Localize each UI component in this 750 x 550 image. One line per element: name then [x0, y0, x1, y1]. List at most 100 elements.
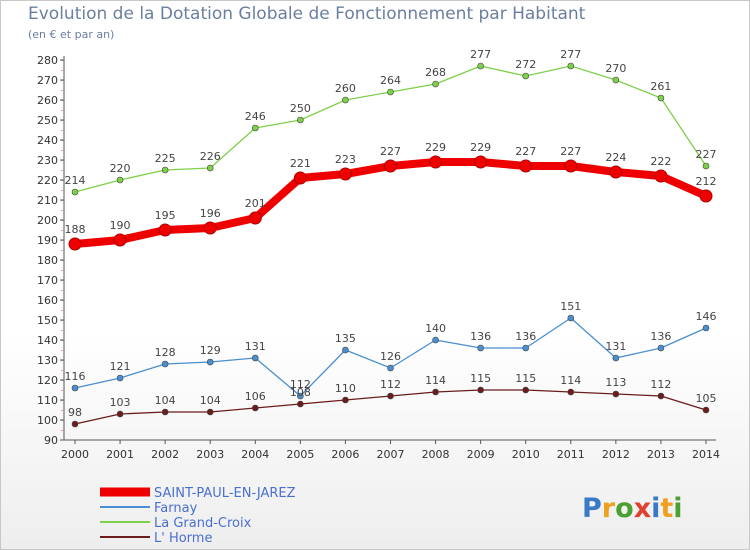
- data-label: 131: [605, 340, 626, 353]
- data-point: [519, 159, 533, 173]
- x-tick-label: 2011: [557, 448, 585, 461]
- data-label: 227: [560, 145, 581, 158]
- data-label: 277: [560, 48, 581, 61]
- y-tick-label: 90: [44, 434, 58, 447]
- data-point: [612, 354, 620, 362]
- data-point: [116, 374, 124, 382]
- data-label: 112: [380, 378, 401, 391]
- data-point: [612, 76, 620, 84]
- data-point: [342, 96, 349, 104]
- data-point: [657, 392, 665, 400]
- x-tick-label: 2000: [61, 448, 89, 461]
- chart-title: Evolution de la Dotation Globale de Fonc…: [28, 4, 586, 24]
- data-label: 105: [696, 392, 717, 405]
- data-point: [116, 410, 124, 418]
- data-point: [477, 344, 484, 352]
- data-point: [338, 167, 352, 181]
- data-label: 112: [290, 378, 311, 391]
- data-label: 104: [200, 394, 221, 407]
- data-label: 104: [155, 394, 176, 407]
- data-label: 151: [560, 300, 581, 313]
- data-point: [702, 406, 710, 414]
- data-label: 115: [470, 372, 491, 385]
- data-point: [564, 159, 578, 173]
- data-point: [384, 159, 397, 173]
- data-point: [387, 88, 394, 96]
- data-point: [248, 211, 262, 225]
- x-tick-label: 2013: [647, 448, 675, 461]
- y-tick-label: 130: [37, 354, 58, 367]
- data-point: [477, 62, 484, 70]
- y-tick-label: 210: [37, 194, 58, 207]
- data-label: 116: [65, 370, 86, 383]
- data-label: 98: [68, 406, 82, 419]
- data-point: [432, 388, 439, 396]
- data-label: 268: [425, 66, 446, 79]
- data-label: 115: [515, 372, 536, 385]
- data-label: 121: [110, 360, 131, 373]
- x-tick-label: 2014: [692, 448, 720, 461]
- data-point: [161, 166, 169, 174]
- y-tick-label: 200: [37, 214, 58, 227]
- data-point: [432, 336, 439, 344]
- y-tick-label: 160: [37, 294, 58, 307]
- data-label: 114: [425, 374, 446, 387]
- y-tick-label: 240: [37, 134, 58, 147]
- y-tick-label: 230: [37, 154, 58, 167]
- chart-subtitle: (en € et par an): [28, 28, 115, 41]
- data-point: [113, 233, 127, 247]
- data-point: [293, 171, 307, 185]
- y-tick-label: 180: [37, 254, 58, 267]
- data-point: [657, 344, 665, 352]
- data-label: 128: [155, 346, 176, 359]
- x-tick-label: 2007: [377, 448, 405, 461]
- y-tick-label: 250: [37, 114, 58, 127]
- data-label: 277: [470, 48, 491, 61]
- data-label: 110: [335, 382, 356, 395]
- data-point: [522, 344, 530, 352]
- data-point: [71, 188, 79, 196]
- data-point: [477, 386, 484, 394]
- data-label: 250: [290, 102, 311, 115]
- data-label: 270: [605, 62, 626, 75]
- data-point: [702, 162, 710, 170]
- y-tick-label: 220: [37, 174, 58, 187]
- x-tick-label: 2008: [422, 448, 450, 461]
- data-point: [387, 392, 394, 400]
- data-point: [297, 392, 304, 400]
- data-label: 222: [650, 155, 671, 168]
- data-point: [71, 384, 79, 392]
- data-point: [206, 408, 214, 416]
- data-point: [297, 400, 304, 408]
- data-label: 261: [650, 80, 671, 93]
- data-point: [342, 396, 349, 404]
- data-point: [387, 364, 394, 372]
- data-point: [429, 155, 443, 169]
- data-label: 131: [245, 340, 266, 353]
- data-point: [116, 176, 124, 184]
- data-label: 135: [335, 332, 356, 345]
- data-point: [567, 314, 575, 322]
- data-label: 136: [470, 330, 491, 343]
- data-point: [612, 390, 620, 398]
- data-label: 227: [515, 145, 536, 158]
- y-tick-label: 280: [37, 54, 58, 67]
- x-tick-label: 2004: [241, 448, 269, 461]
- data-label: 229: [425, 141, 446, 154]
- data-label: 195: [155, 209, 176, 222]
- data-point: [342, 346, 349, 354]
- y-tick-label: 260: [37, 94, 58, 107]
- data-point: [567, 388, 575, 396]
- y-tick-label: 150: [37, 314, 58, 327]
- data-point: [68, 237, 82, 251]
- data-point: [161, 360, 169, 368]
- data-label: 260: [335, 82, 356, 95]
- x-tick-label: 2001: [106, 448, 134, 461]
- x-tick-label: 2012: [602, 448, 630, 461]
- y-tick-label: 140: [37, 334, 58, 347]
- y-tick-label: 120: [37, 374, 58, 387]
- data-label: 129: [200, 344, 221, 357]
- data-label: 140: [425, 322, 446, 335]
